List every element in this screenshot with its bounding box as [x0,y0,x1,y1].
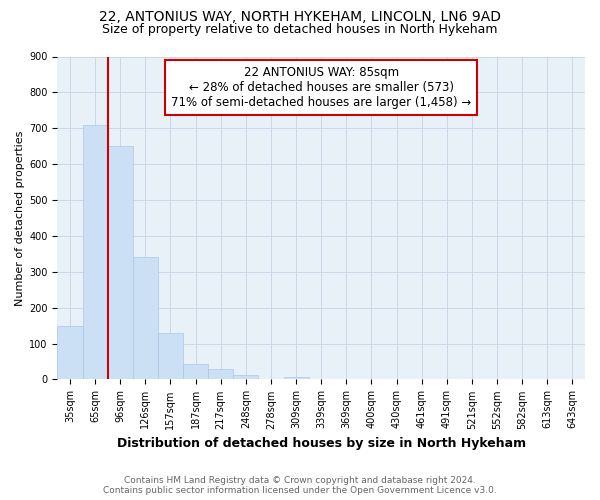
Text: Size of property relative to detached houses in North Hykeham: Size of property relative to detached ho… [102,22,498,36]
Bar [284,376,308,380]
Bar [58,326,83,380]
Bar [107,146,133,380]
Text: 22, ANTONIUS WAY, NORTH HYKEHAM, LINCOLN, LN6 9AD: 22, ANTONIUS WAY, NORTH HYKEHAM, LINCOLN… [99,10,501,24]
Bar [83,124,107,380]
Bar [133,258,158,380]
Bar [208,368,233,380]
Text: Contains HM Land Registry data © Crown copyright and database right 2024.
Contai: Contains HM Land Registry data © Crown c… [103,476,497,495]
Text: 22 ANTONIUS WAY: 85sqm
← 28% of detached houses are smaller (573)
71% of semi-de: 22 ANTONIUS WAY: 85sqm ← 28% of detached… [171,66,472,109]
Bar [233,375,259,380]
Y-axis label: Number of detached properties: Number of detached properties [15,130,25,306]
X-axis label: Distribution of detached houses by size in North Hykeham: Distribution of detached houses by size … [116,437,526,450]
Bar [158,333,183,380]
Bar [183,364,208,380]
